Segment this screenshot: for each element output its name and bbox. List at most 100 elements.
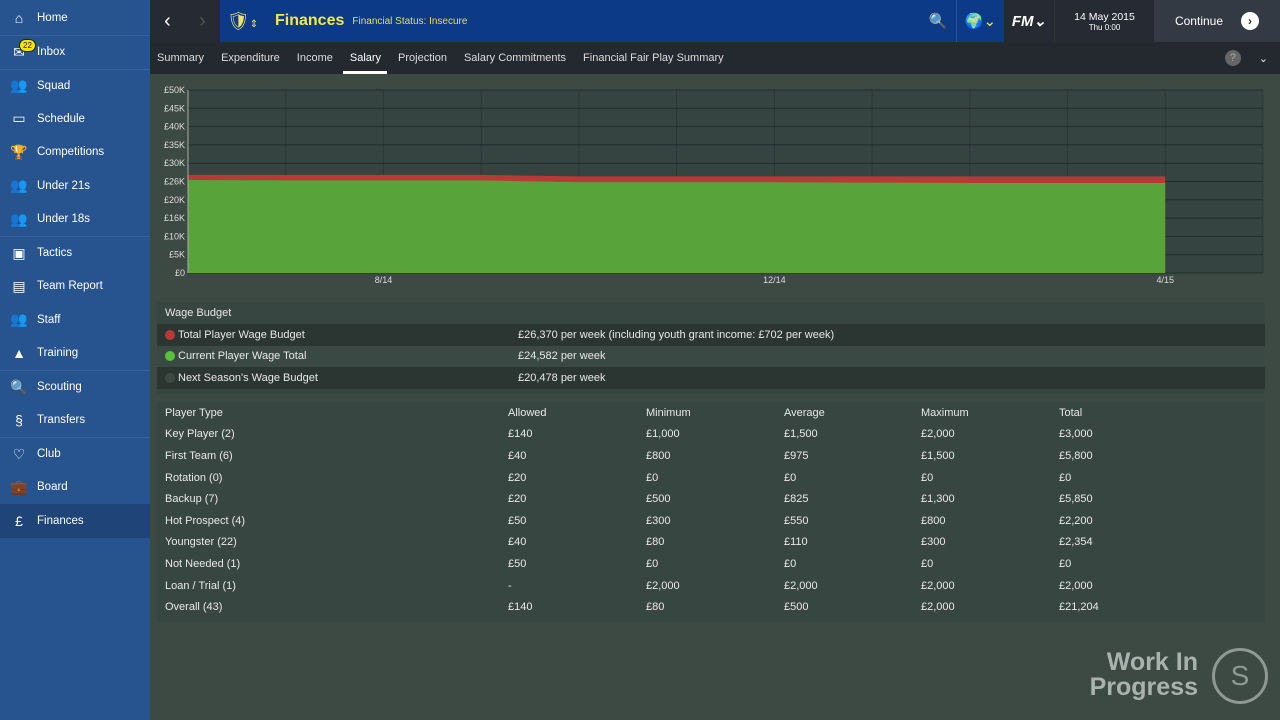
table-cell: Not Needed (1)	[165, 557, 241, 570]
sidebar-item-transfers[interactable]: § Transfers	[0, 404, 150, 438]
y-tick-label: £30K	[164, 158, 185, 168]
sidebar-item-label: Competitions	[37, 146, 105, 159]
y-tick-label: £10K	[164, 231, 185, 241]
sidebar-item-label: Tactics	[37, 247, 73, 260]
table-cell: £3,000	[1059, 428, 1093, 441]
fm-menu-button[interactable]: FM ⌄	[1004, 0, 1054, 42]
table-cell: £80	[646, 536, 665, 549]
continue-button[interactable]: Continue ›	[1154, 0, 1280, 42]
tab-salary[interactable]: Salary	[342, 42, 388, 74]
sidebar-item-board[interactable]: 💼 Board	[0, 471, 150, 505]
table-cell: £2,354	[1059, 536, 1093, 549]
sidebar-item-tactics[interactable]: ▣ Tactics	[0, 236, 150, 270]
table-row[interactable]: First Team (6) £40 £800 £975 £1,500 £5,800	[157, 445, 1265, 467]
column-header: Average	[784, 406, 825, 419]
search-icon[interactable]: 🔍	[928, 13, 948, 30]
table-cell: £40	[508, 536, 527, 549]
table-row[interactable]: Key Player (2) £140 £1,000 £1,500 £2,000 £3,0…	[157, 424, 1265, 446]
table-cell: £300	[921, 536, 946, 549]
watermark: Work In Progress	[1090, 650, 1198, 700]
table-cell: £300	[646, 514, 671, 527]
world-menu-button[interactable]: 🌍⌄	[956, 0, 1004, 42]
chevron-down-icon[interactable]: ⌄	[1258, 52, 1268, 65]
table-cell: £80	[646, 601, 665, 614]
table-cell: £0	[646, 557, 659, 570]
table-row[interactable]: Overall (43) £140 £80 £500 £2,000 £21,204	[157, 596, 1265, 618]
area-series-current	[188, 180, 1166, 273]
table-cell: £1,500	[784, 428, 818, 441]
club-crest-icon[interactable]: 🛡⇕	[226, 10, 259, 31]
table-cell: £800	[646, 449, 671, 462]
table-cell: £2,000	[921, 601, 955, 614]
y-tick-label: £50K	[164, 85, 185, 95]
sidebar-item-label: Transfers	[37, 414, 86, 427]
forward-button[interactable]: ›	[185, 0, 220, 42]
sidebar-item-scouting[interactable]: 🔍 Scouting	[0, 370, 150, 404]
table-cell: £20	[508, 493, 527, 506]
sidebar-item-label: Under 18s	[37, 213, 91, 226]
home-icon: ⌂	[14, 9, 24, 26]
table-row[interactable]: Hot Prospect (4) £50 £300 £550 £800 £2,200	[157, 510, 1265, 532]
legend-dot-icon	[165, 329, 175, 340]
sidebar-item-under-21s[interactable]: 👥 Under 21s	[0, 169, 150, 203]
page-title: Finances	[275, 12, 345, 29]
current-time: Thu 0:00	[1088, 22, 1121, 32]
date-button[interactable]: 14 May 2015 Thu 0:00	[1054, 0, 1154, 42]
tab-income[interactable]: Income	[296, 52, 333, 64]
financial-status: Financial Status: Insecure	[352, 15, 468, 27]
y-tick-label: £0	[175, 268, 185, 278]
table-cell: £20	[508, 471, 527, 484]
table-cell: £0	[921, 557, 934, 570]
wage-budget-value: £24,582 per week	[518, 350, 606, 363]
table-row[interactable]: Loan / Trial (1) - £2,000 £2,000 £2,000 £2,00…	[157, 575, 1265, 597]
sidebar-item-label: Finances	[37, 514, 84, 527]
sidebar-item-finances[interactable]: £ Finances	[0, 504, 150, 538]
sidebar-item-home[interactable]: ⌂ Home	[0, 0, 150, 35]
table-row[interactable]: Not Needed (1) £50 £0 £0 £0 £0	[157, 553, 1265, 575]
table-cell: £2,000	[1059, 579, 1093, 592]
sidebar-item-label: Training	[37, 347, 79, 360]
tab-projection[interactable]: Projection	[398, 52, 447, 64]
sidebar-item-training[interactable]: ▲ Training	[0, 337, 150, 371]
table-cell: £550	[784, 514, 809, 527]
table-cell: £825	[784, 493, 809, 506]
table-cell: £0	[784, 471, 797, 484]
salary-chart: £0 £5K £10K £16K £20K £26K £30K £35K £40K £45K £50…	[164, 85, 1264, 285]
x-tick-label: 4/15	[1157, 275, 1175, 285]
table-cell: £800	[921, 514, 946, 527]
sidebar-item-staff[interactable]: 👥 Staff	[0, 303, 150, 337]
tactics-icon: ▣	[12, 244, 26, 261]
table-header: Player Type Allowed Minimum Average Maximum T…	[157, 402, 1265, 424]
y-tick-label: £35K	[164, 140, 185, 150]
fm-logo: FM	[1011, 12, 1034, 30]
sidebar-item-team-report[interactable]: ▤ Team Report	[0, 270, 150, 304]
shield-icon: ♡	[12, 445, 26, 462]
help-icon[interactable]: ?	[1224, 50, 1241, 66]
wage-budget-value: £20,478 per week	[518, 371, 606, 384]
sidebar-item-label: Under 21s	[37, 179, 91, 192]
sidebar-item-schedule[interactable]: ▭ Schedule	[0, 102, 150, 136]
sidebar-item-club[interactable]: ♡ Club	[0, 437, 150, 471]
sidebar-item-under-18s[interactable]: 👥 Under 18s	[0, 203, 150, 237]
tab-expenditure[interactable]: Expenditure	[221, 52, 280, 64]
table-cell: £50	[508, 514, 527, 527]
column-header: Total	[1059, 406, 1083, 419]
table-cell: £1,300	[921, 493, 955, 506]
sidebar-item-competitions[interactable]: 🏆 Competitions	[0, 136, 150, 170]
calendar-icon: ▭	[12, 110, 26, 127]
table-cell: -	[508, 579, 512, 592]
table-cell: £2,000	[784, 579, 818, 592]
table-cell: £975	[784, 449, 809, 462]
sidebar-item-inbox[interactable]: ✉ 22 Inbox	[0, 35, 150, 69]
tab-financial-fair-play-summary[interactable]: Financial Fair Play Summary	[583, 52, 724, 64]
sidebar-item-squad[interactable]: 👥 Squad	[0, 68, 150, 103]
table-row[interactable]: Rotation (0) £20 £0 £0 £0 £0	[157, 467, 1265, 489]
table-row[interactable]: Youngster (22) £40 £80 £110 £300 £2,354	[157, 532, 1265, 554]
tab-salary-commitments[interactable]: Salary Commitments	[463, 52, 567, 64]
people-icon: 👥	[10, 311, 28, 328]
column-header: Player Type	[165, 406, 223, 419]
table-row[interactable]: Backup (7) £20 £500 £825 £1,300 £5,850	[157, 488, 1265, 510]
back-button[interactable]: ‹	[150, 0, 185, 42]
transfers-icon: §	[15, 412, 23, 429]
tab-summary[interactable]: Summary	[157, 52, 205, 64]
